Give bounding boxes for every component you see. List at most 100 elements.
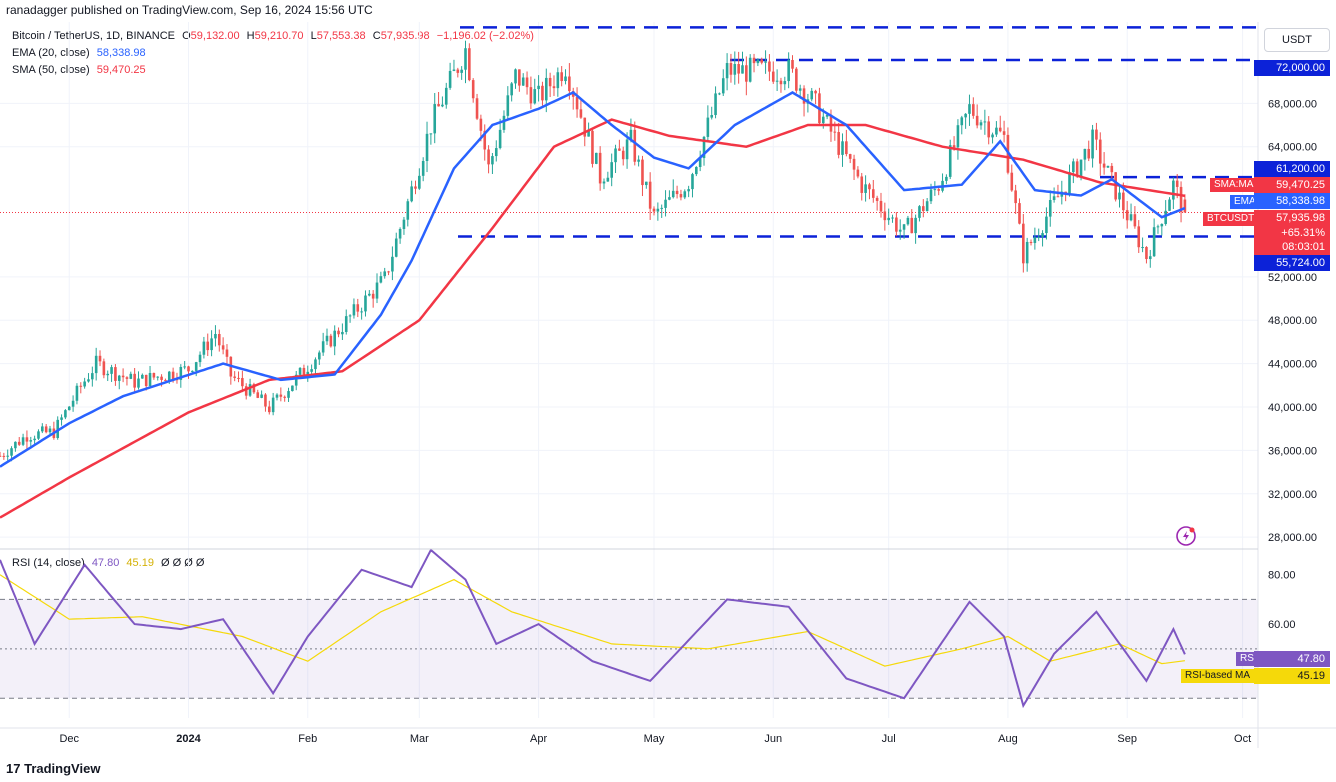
candle-body xyxy=(714,93,717,116)
candle-body xyxy=(848,154,852,159)
candle-body xyxy=(1041,233,1044,237)
candle-body xyxy=(152,372,156,378)
sma-value-tag: 59,470.25 xyxy=(1254,177,1330,193)
candle-body xyxy=(1133,214,1137,227)
candle-body xyxy=(318,352,321,360)
candle-body xyxy=(1164,210,1167,224)
candle-body xyxy=(698,158,702,168)
candle-body xyxy=(879,200,883,212)
candle-body xyxy=(791,59,794,69)
candle-body xyxy=(968,104,971,114)
candle-body xyxy=(864,184,867,193)
candle-body xyxy=(271,397,275,413)
candle-body xyxy=(479,118,483,131)
currency-button[interactable]: USDT xyxy=(1264,28,1330,52)
candle-body xyxy=(702,136,706,159)
candle-body xyxy=(171,371,175,380)
candle-body xyxy=(498,129,502,149)
candle-body xyxy=(541,85,544,101)
x-tick-label: Feb xyxy=(298,733,317,745)
candle-body xyxy=(679,194,683,198)
candle-body xyxy=(133,373,136,388)
flash-icon[interactable] xyxy=(1176,526,1196,546)
candle-body xyxy=(441,104,444,107)
candle-body xyxy=(21,437,25,445)
candle-body xyxy=(160,376,163,380)
candle-body xyxy=(671,190,675,198)
candle-body xyxy=(898,229,902,232)
x-tick-label: Mar xyxy=(410,733,429,745)
candle-body xyxy=(267,406,271,413)
candle-body xyxy=(560,72,563,82)
candle-body xyxy=(71,400,75,407)
candle-body xyxy=(1075,161,1079,177)
tradingview-logo[interactable]: 17 TradingView xyxy=(6,761,100,776)
candle-body xyxy=(768,61,771,72)
sma-legend-value: 59,470.25 xyxy=(96,64,146,76)
candle-body xyxy=(418,175,421,189)
candle-body xyxy=(925,201,929,212)
candle-body xyxy=(487,149,490,165)
candle-body xyxy=(1172,180,1175,200)
candle-body xyxy=(464,48,467,70)
candle-body xyxy=(556,72,560,89)
candle-body xyxy=(860,176,864,193)
btcusdt-price: 57,935.98 xyxy=(1276,212,1325,224)
candle-body xyxy=(1091,129,1094,159)
ema-value-tag: 58,338.98 xyxy=(1254,193,1330,209)
candle-body xyxy=(437,104,440,107)
sma50-line xyxy=(0,118,1186,519)
candle-body xyxy=(952,145,956,148)
y-tick-label: 28,000.00 xyxy=(1268,532,1317,544)
sma-tag: SMA:MA xyxy=(1210,178,1258,192)
sma-legend-label: SMA (50, close) xyxy=(12,64,90,76)
candle-body xyxy=(375,282,379,299)
candle-body xyxy=(41,426,44,432)
y-tick-label: 40,000.00 xyxy=(1268,402,1317,414)
candle-body xyxy=(298,367,302,375)
candle-body xyxy=(533,89,537,104)
candle-body xyxy=(518,69,521,86)
candle-body xyxy=(483,130,487,150)
candle-body xyxy=(621,150,625,160)
candle-body xyxy=(344,316,348,332)
candle-body xyxy=(637,159,640,162)
candle-body xyxy=(995,127,998,135)
candle-body xyxy=(718,93,721,95)
rsi-legend-value: 47.80 xyxy=(91,557,120,569)
candle-body xyxy=(1141,247,1144,249)
candle-body xyxy=(106,373,110,376)
close-value: 57,935.98 xyxy=(380,30,430,42)
candle-body xyxy=(202,341,206,355)
candle-body xyxy=(33,438,36,441)
candle-body xyxy=(975,115,979,126)
candle-body xyxy=(221,345,225,350)
candle-body xyxy=(198,354,202,363)
candle-body xyxy=(321,341,325,353)
candle-body xyxy=(837,132,840,155)
candle-body xyxy=(1083,148,1087,160)
candle-body xyxy=(494,148,498,157)
candle-body xyxy=(75,385,79,401)
candle-body xyxy=(868,184,871,190)
candle-body xyxy=(1079,159,1083,177)
rsi-band xyxy=(0,598,1258,699)
candle-body xyxy=(44,426,48,433)
candle-body xyxy=(594,152,598,164)
candle-body xyxy=(383,271,387,277)
candle-body xyxy=(929,189,933,202)
y-tick-label: 44,000.00 xyxy=(1268,359,1317,371)
candle-body xyxy=(394,238,398,257)
candle-body xyxy=(1137,226,1141,248)
candle-body xyxy=(456,69,460,73)
candle-body xyxy=(287,391,290,398)
candle-body xyxy=(398,229,402,239)
candle-body xyxy=(1156,226,1160,228)
candle-body xyxy=(371,293,375,299)
candle-body xyxy=(887,217,890,221)
candle-body xyxy=(783,81,787,85)
candle-body xyxy=(364,295,367,312)
candle-body xyxy=(79,385,83,387)
rsi-legend-extra: Ø Ø Ø Ø xyxy=(161,557,205,569)
